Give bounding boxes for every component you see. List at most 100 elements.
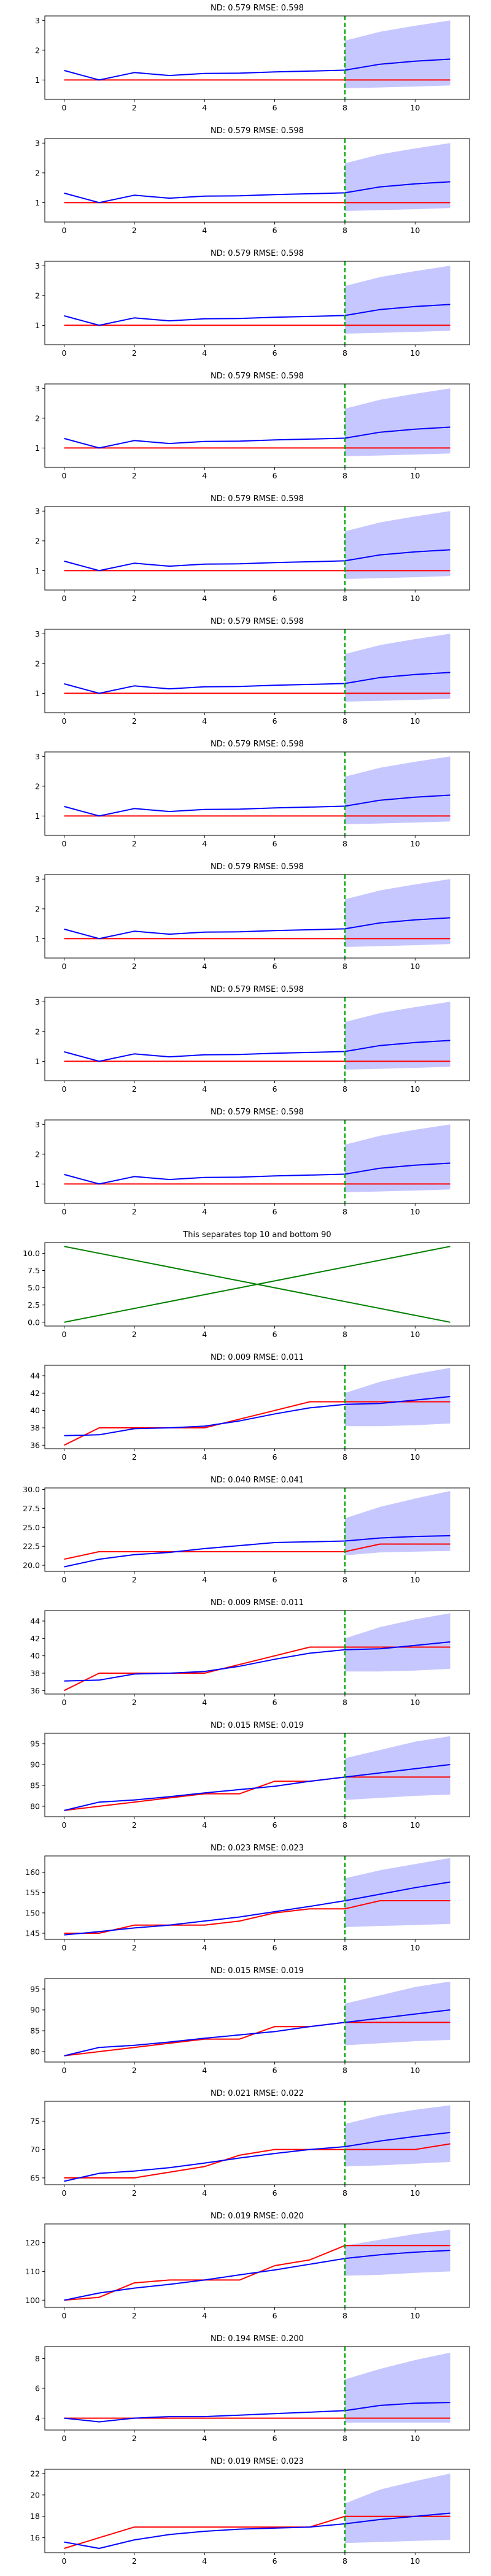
x-tick-label: 10 bbox=[410, 1943, 420, 1952]
y-tick-label: 2.5 bbox=[28, 1300, 40, 1309]
y-tick-label: 1 bbox=[35, 811, 40, 821]
axes-frame bbox=[44, 1733, 470, 1817]
x-tick-label: 2 bbox=[132, 839, 137, 848]
x-tick-label: 2 bbox=[132, 1943, 137, 1952]
confidence-band bbox=[345, 756, 450, 824]
x-tick-label: 10 bbox=[410, 2188, 420, 2198]
y-tick-label: 75 bbox=[30, 2117, 40, 2126]
x-tick-label: 0 bbox=[61, 471, 66, 480]
y-tick-label: 20 bbox=[30, 2490, 40, 2499]
chart-title: ND: 0.019 RMSE: 0.023 bbox=[211, 2457, 304, 2466]
axes-frame bbox=[44, 261, 470, 345]
chart-panel: ND: 0.021 RMSE: 0.022 0 2 4 6 8 10 65 70 75 bbox=[30, 2089, 470, 2198]
y-tick-label: 27.5 bbox=[23, 1504, 40, 1513]
chart-panel: ND: 0.009 RMSE: 0.011 0 2 4 6 8 10 36 38 40 42 44 bbox=[30, 1353, 470, 1462]
confidence-band bbox=[345, 2474, 450, 2543]
x-tick-label: 10 bbox=[410, 962, 420, 971]
chart-panel: ND: 0.015 RMSE: 0.019 0 2 4 6 8 10 80 85 90 95 bbox=[30, 1966, 470, 2075]
x-tick-label: 4 bbox=[202, 1452, 207, 1462]
chart-title: ND: 0.019 RMSE: 0.020 bbox=[211, 2212, 304, 2221]
axes-frame bbox=[44, 15, 470, 100]
x-tick-label: 6 bbox=[273, 1820, 277, 1830]
x-tick-label: 8 bbox=[342, 2556, 347, 2566]
series-line-cross_b bbox=[64, 1246, 450, 1323]
confidence-band bbox=[345, 1613, 450, 1672]
x-tick-label: 10 bbox=[410, 2434, 420, 2443]
x-tick-label: 8 bbox=[342, 2311, 347, 2320]
y-tick-label: 3 bbox=[35, 629, 40, 638]
confidence-band bbox=[345, 2229, 450, 2276]
y-tick-label: 3 bbox=[35, 507, 40, 516]
x-tick-label: 4 bbox=[202, 2066, 207, 2075]
y-tick-label: 120 bbox=[25, 2238, 40, 2247]
x-tick-label: 6 bbox=[273, 226, 277, 235]
x-tick-label: 0 bbox=[61, 962, 66, 971]
y-tick-label: 2 bbox=[35, 45, 40, 55]
x-tick-label: 8 bbox=[342, 1452, 347, 1462]
y-tick-label: 25.0 bbox=[23, 1523, 40, 1532]
x-tick-label: 8 bbox=[342, 2434, 347, 2443]
x-tick-label: 8 bbox=[342, 1084, 347, 1094]
x-tick-label: 8 bbox=[342, 471, 347, 480]
axes-frame bbox=[44, 1242, 470, 1327]
chart-panel: ND: 0.019 RMSE: 0.023 0 2 4 6 8 10 16 18 20 22 bbox=[30, 2457, 470, 2566]
axes-frame bbox=[44, 1365, 470, 1449]
y-tick-label: 40 bbox=[30, 1406, 40, 1415]
x-tick-label: 10 bbox=[410, 716, 420, 726]
y-tick-label: 2 bbox=[35, 168, 40, 177]
axes-frame bbox=[44, 997, 470, 1081]
y-tick-label: 65 bbox=[30, 2173, 40, 2182]
axes-frame bbox=[44, 138, 470, 223]
series-line-target bbox=[64, 2515, 450, 2549]
chart-title: ND: 0.579 RMSE: 0.598 bbox=[211, 249, 304, 258]
x-tick-label: 2 bbox=[132, 962, 137, 971]
x-tick-label: 0 bbox=[61, 348, 66, 358]
x-tick-label: 8 bbox=[342, 1943, 347, 1952]
x-tick-label: 4 bbox=[202, 839, 207, 848]
x-tick-label: 10 bbox=[410, 1452, 420, 1462]
y-tick-label: 95 bbox=[30, 1739, 40, 1749]
x-tick-label: 4 bbox=[202, 2556, 207, 2566]
x-tick-label: 4 bbox=[202, 716, 207, 726]
y-tick-label: 8 bbox=[35, 2354, 40, 2363]
axes-frame bbox=[44, 1610, 470, 1695]
x-tick-label: 4 bbox=[202, 348, 207, 358]
x-tick-label: 6 bbox=[273, 839, 277, 848]
x-tick-label: 6 bbox=[273, 1330, 277, 1339]
chart-panel: ND: 0.019 RMSE: 0.020 0 2 4 6 8 10 100 110 120 bbox=[25, 2212, 470, 2320]
confidence-band bbox=[345, 1002, 450, 1070]
y-tick-label: 44 bbox=[30, 1617, 40, 1626]
series-line-forecast bbox=[64, 2512, 450, 2549]
x-tick-label: 6 bbox=[273, 1084, 277, 1094]
x-tick-label: 2 bbox=[132, 1698, 137, 1707]
chart-title: ND: 0.579 RMSE: 0.598 bbox=[211, 862, 304, 872]
series-line-forecast bbox=[64, 426, 450, 449]
chart-title: ND: 0.579 RMSE: 0.598 bbox=[211, 126, 304, 136]
x-tick-label: 0 bbox=[61, 2556, 66, 2566]
y-tick-label: 1 bbox=[35, 566, 40, 575]
y-tick-label: 1 bbox=[35, 443, 40, 453]
y-tick-label: 44 bbox=[30, 1371, 40, 1381]
series-line-forecast bbox=[64, 1040, 450, 1062]
series-line-target bbox=[64, 2143, 450, 2179]
y-tick-label: 2 bbox=[35, 291, 40, 300]
x-tick-label: 6 bbox=[273, 2311, 277, 2320]
chart-panel: This separates top 10 and bottom 90 0 2 4 6 8… bbox=[23, 1230, 470, 1339]
y-tick-label: 16 bbox=[30, 2533, 40, 2542]
axes-frame bbox=[44, 1978, 470, 2063]
y-tick-label: 22.5 bbox=[23, 1542, 40, 1551]
y-tick-label: 18 bbox=[30, 2512, 40, 2521]
x-tick-label: 0 bbox=[61, 1084, 66, 1094]
x-tick-label: 2 bbox=[132, 471, 137, 480]
x-tick-label: 10 bbox=[410, 226, 420, 235]
y-tick-label: 3 bbox=[35, 752, 40, 761]
x-tick-label: 4 bbox=[202, 103, 207, 112]
x-tick-label: 8 bbox=[342, 1575, 347, 1584]
x-tick-label: 8 bbox=[342, 226, 347, 235]
chart-title: ND: 0.579 RMSE: 0.598 bbox=[211, 617, 304, 626]
x-tick-label: 4 bbox=[202, 1084, 207, 1094]
